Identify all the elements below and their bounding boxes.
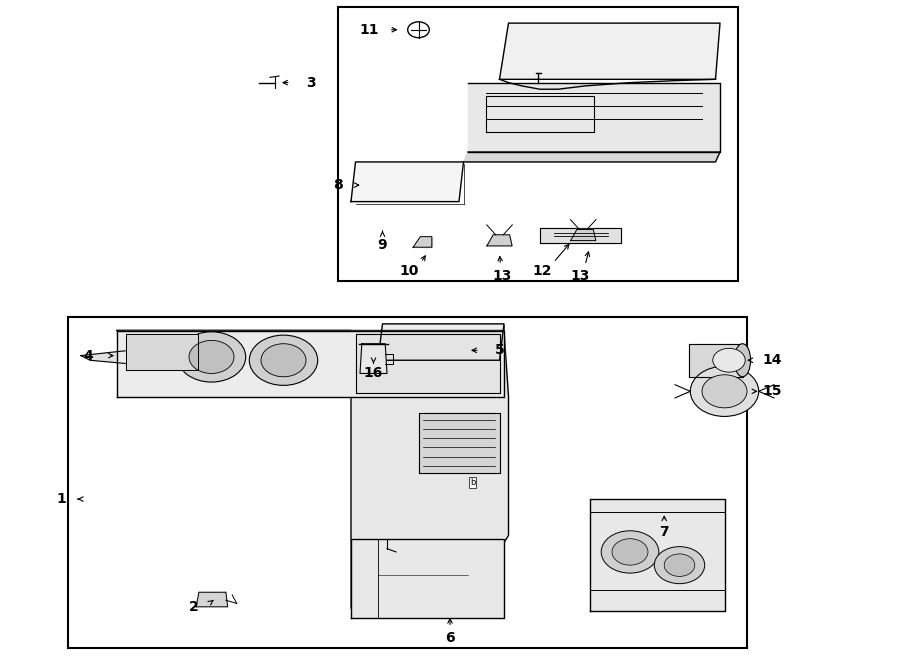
Polygon shape (356, 334, 500, 393)
Polygon shape (571, 229, 596, 241)
Bar (68, 317, 747, 648)
Text: 9: 9 (378, 237, 387, 252)
Text: 3: 3 (306, 75, 315, 90)
Text: 15: 15 (762, 384, 782, 399)
Polygon shape (487, 235, 512, 246)
Bar (338, 7, 738, 281)
Text: 5: 5 (495, 343, 504, 358)
Text: 2: 2 (189, 600, 198, 614)
Polygon shape (413, 237, 432, 247)
Text: 1: 1 (57, 492, 66, 506)
Circle shape (261, 344, 306, 377)
Polygon shape (418, 413, 500, 473)
Circle shape (664, 554, 695, 576)
Circle shape (177, 332, 246, 382)
Circle shape (654, 547, 705, 584)
Polygon shape (540, 228, 621, 243)
Polygon shape (351, 162, 464, 202)
Polygon shape (378, 324, 504, 360)
Polygon shape (196, 592, 228, 607)
Polygon shape (688, 344, 742, 377)
Polygon shape (81, 349, 162, 364)
Polygon shape (468, 83, 720, 152)
Text: 14: 14 (762, 353, 782, 368)
Polygon shape (351, 539, 504, 618)
Text: 12: 12 (532, 264, 552, 278)
Text: b: b (470, 478, 475, 487)
Circle shape (249, 335, 318, 385)
Circle shape (690, 366, 759, 416)
Circle shape (408, 22, 429, 38)
Text: 6: 6 (446, 631, 454, 645)
Circle shape (612, 539, 648, 565)
Polygon shape (500, 23, 720, 79)
Polygon shape (117, 330, 508, 618)
Text: 4: 4 (84, 348, 93, 363)
Text: 11: 11 (359, 22, 379, 37)
Circle shape (702, 375, 747, 408)
Circle shape (189, 340, 234, 373)
Ellipse shape (734, 344, 751, 377)
Text: 10: 10 (400, 264, 419, 278)
Text: 13: 13 (492, 268, 512, 283)
Text: 16: 16 (364, 366, 383, 381)
Polygon shape (126, 334, 198, 370)
Text: 8: 8 (333, 178, 342, 192)
Polygon shape (360, 344, 387, 373)
Circle shape (601, 531, 659, 573)
Text: 7: 7 (660, 525, 669, 539)
Text: 13: 13 (571, 268, 590, 283)
Polygon shape (117, 330, 504, 397)
Circle shape (713, 348, 745, 372)
Polygon shape (590, 499, 724, 611)
Polygon shape (464, 152, 720, 162)
